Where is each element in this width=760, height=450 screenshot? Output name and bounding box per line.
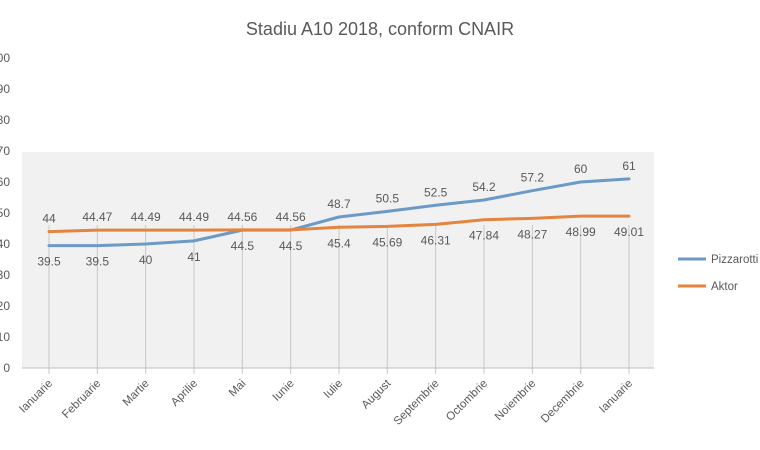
data-label: 45.69 bbox=[372, 235, 402, 249]
data-label: 44.5 bbox=[279, 239, 303, 253]
chart-title: Stadiu A10 2018, conform CNAIR bbox=[246, 19, 514, 39]
data-label: 39.5 bbox=[86, 255, 110, 269]
y-tick-label: 90 bbox=[0, 82, 10, 96]
data-label: 40 bbox=[139, 253, 153, 267]
data-label: 54.2 bbox=[472, 180, 496, 194]
y-tick-label: 40 bbox=[0, 237, 10, 251]
data-label: 46.31 bbox=[421, 233, 451, 247]
data-label: 48.27 bbox=[517, 227, 547, 241]
y-tick-label: 20 bbox=[0, 299, 10, 313]
series-line-aktor bbox=[47, 214, 631, 234]
y-tick-label: 100 bbox=[0, 51, 10, 65]
legend-label: Pizzarotti bbox=[711, 254, 758, 266]
y-tick-label: 80 bbox=[0, 113, 10, 127]
y-tick-label: 60 bbox=[0, 175, 10, 189]
data-label: 49.01 bbox=[614, 225, 644, 239]
y-tick-label: 50 bbox=[0, 206, 10, 220]
category-drop-lines bbox=[48, 225, 630, 374]
legend-label: Aktor bbox=[711, 281, 738, 293]
data-label: 41 bbox=[187, 250, 201, 264]
data-label: 44.5 bbox=[231, 239, 255, 253]
data-label: 52.5 bbox=[424, 185, 448, 199]
y-tick-label: 70 bbox=[0, 144, 10, 158]
series-lines bbox=[47, 177, 631, 248]
data-label: 50.5 bbox=[376, 191, 400, 205]
data-label: 45.4 bbox=[327, 236, 351, 250]
legend: Pizzarotti Aktor bbox=[678, 254, 758, 293]
data-labels: 39.5 44 39.5 44.47 40 44.49 41 44.49 44.5 44.56 44… bbox=[37, 159, 644, 269]
data-label: 44 bbox=[42, 212, 56, 226]
data-label: 47.84 bbox=[469, 229, 499, 243]
y-axis-tick-labels: 0 10 20 30 40 50 60 70 80 90 100 bbox=[0, 51, 10, 375]
data-label: 44.49 bbox=[179, 210, 209, 224]
data-label: 48.7 bbox=[327, 197, 351, 211]
data-label: 44.49 bbox=[131, 210, 161, 224]
y-tick-label: 10 bbox=[0, 330, 10, 344]
y-tick-label: 30 bbox=[0, 268, 10, 282]
data-label: 44.56 bbox=[276, 210, 306, 224]
series-line-pizzarotti bbox=[47, 177, 631, 248]
data-label: 57.2 bbox=[521, 171, 545, 185]
data-label: 60 bbox=[574, 162, 588, 176]
y-tick-label: 0 bbox=[3, 361, 10, 375]
data-label: 39.5 bbox=[37, 255, 61, 269]
data-label: 48.99 bbox=[566, 225, 596, 239]
data-label: 61 bbox=[622, 159, 636, 173]
data-label: 44.56 bbox=[227, 210, 257, 224]
data-label: 44.47 bbox=[82, 210, 112, 224]
